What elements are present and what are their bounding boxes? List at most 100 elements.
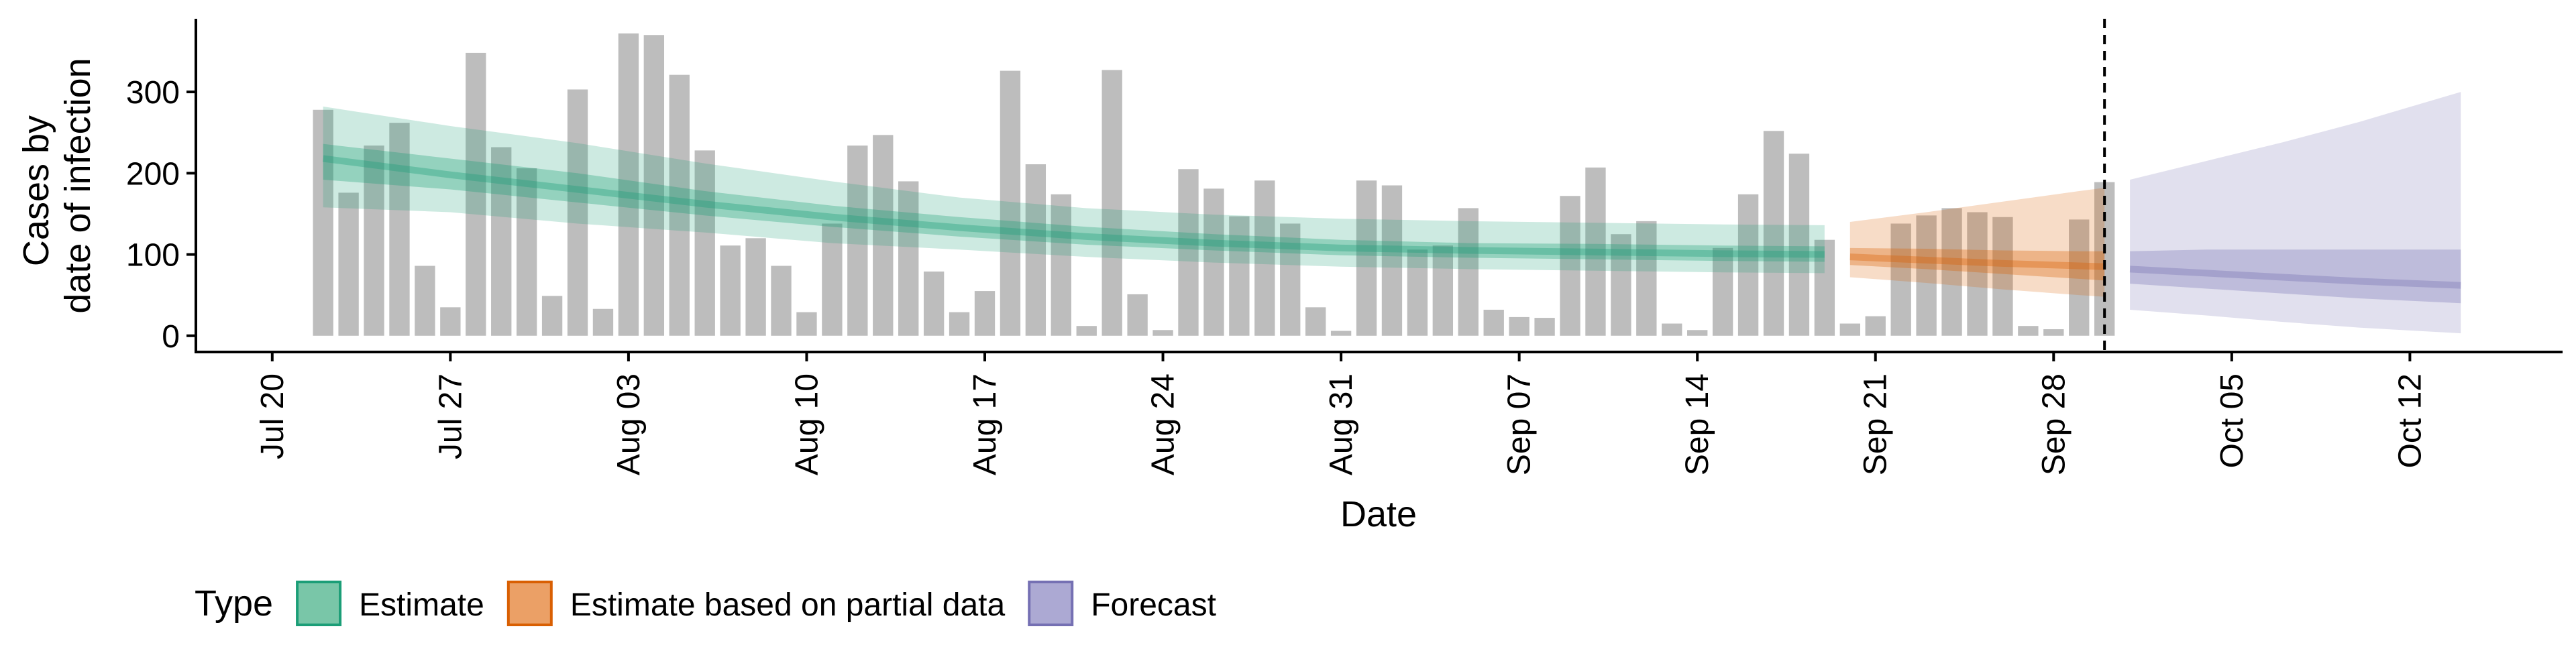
estimate-based-on-partial-data-band-90 (1849, 188, 2105, 297)
estimate-band-90 (323, 106, 1825, 274)
bar (2018, 326, 2039, 336)
y-ticks-layer: 0 100 200 300 (126, 75, 196, 355)
bar (2043, 329, 2064, 336)
bar (1458, 208, 1479, 336)
estimate-based-on-partial-data-band-50 (1849, 247, 2105, 281)
bar (491, 147, 512, 336)
bar (1560, 196, 1580, 336)
bars-layer (313, 33, 2115, 336)
bar (1051, 194, 1071, 336)
bar (1381, 185, 1403, 336)
bar (1178, 169, 1199, 336)
bar (1890, 223, 1911, 336)
axes-layer (195, 19, 2563, 353)
bar (898, 181, 919, 336)
bar (949, 312, 970, 336)
legend-label-estimate-based-on-partial-data: Estimate based on partial data (570, 587, 1006, 623)
bar (1407, 249, 1428, 336)
x-tick-label: Jul 27 (433, 373, 468, 459)
legend: Type Estimate Estimate based on partial d… (195, 581, 1216, 626)
bar (1662, 323, 1682, 336)
estimate-based-on-partial-data-median-line (1849, 253, 2105, 270)
x-tick-label: Sep 14 (1680, 373, 1715, 475)
bar (1254, 180, 1275, 336)
bar (440, 307, 461, 336)
bar (1152, 330, 1173, 336)
bar (592, 308, 614, 336)
bar (1865, 316, 1886, 336)
estimate-median-line (323, 155, 1825, 258)
bar (313, 109, 333, 336)
bar (847, 145, 868, 336)
bar (1967, 212, 1988, 336)
bar (1839, 323, 1860, 336)
bar (1025, 164, 1046, 336)
y-axis-title: Cases by date of infection (16, 58, 98, 313)
bar (1330, 331, 1352, 336)
bar (618, 33, 639, 336)
bar (1229, 216, 1250, 336)
bar (974, 291, 996, 336)
bar (516, 168, 537, 336)
bar (1763, 131, 1784, 336)
y-axis-title-line-2: date of infection (58, 58, 98, 313)
x-tick-label: Oct 05 (2214, 373, 2250, 468)
bar (2069, 219, 2090, 336)
y-tick-label: 0 (162, 319, 180, 355)
legend-key-forecast (1028, 581, 1074, 626)
bar (1280, 223, 1301, 336)
bar (1788, 154, 1810, 336)
x-tick-label: Aug 03 (611, 373, 647, 475)
y-tick-label: 200 (126, 156, 180, 192)
bar (771, 266, 792, 336)
bar (1076, 326, 1097, 336)
legend-label-forecast: Forecast (1091, 587, 1216, 623)
forecast-band-90 (2130, 92, 2461, 334)
bar (466, 52, 486, 336)
bar (567, 89, 588, 336)
bar (338, 192, 359, 336)
bar (1636, 221, 1657, 336)
bar (1585, 167, 1606, 336)
bar (1611, 234, 1631, 336)
legend-label-estimate: Estimate (359, 587, 484, 623)
bar (1737, 194, 1759, 336)
y-axis-title-line-1: Cases by (16, 115, 56, 266)
x-tick-label: Jul 20 (255, 373, 290, 459)
bar (1992, 217, 2013, 336)
bar (1814, 239, 1835, 336)
y-tick-label: 300 (126, 75, 180, 111)
bar (873, 135, 894, 336)
forecast-band-50 (2130, 249, 2461, 304)
legend-key-estimate-based-on-partial-data (506, 581, 553, 626)
legend-title: Type (195, 583, 273, 624)
bar (720, 245, 741, 336)
bar (1203, 188, 1224, 336)
bar (1127, 294, 1148, 336)
bar (694, 150, 715, 336)
bar (1432, 245, 1454, 336)
bar (415, 266, 435, 336)
bar (1356, 180, 1377, 336)
bar (1941, 208, 1962, 336)
bar (1916, 215, 1937, 336)
x-tick-label: Aug 17 (967, 373, 1003, 475)
forecast-median-line (2129, 266, 2461, 289)
bar (1000, 70, 1021, 336)
x-tick-label: Sep 21 (1858, 373, 1894, 475)
x-tick-label: Aug 10 (789, 373, 824, 475)
x-ticks-layer: Jul 20 Jul 27 Aug 03 Aug 10 Aug 17 Aug 24 Aug … (255, 352, 2428, 475)
bar (389, 123, 410, 336)
bar (923, 271, 945, 336)
bar (1102, 70, 1122, 336)
bar (1305, 307, 1326, 336)
bar (669, 74, 690, 336)
y-tick-label: 100 (126, 238, 180, 274)
bar (1509, 316, 1529, 336)
bar (643, 35, 665, 336)
x-tick-label: Sep 28 (2036, 373, 2072, 475)
bar (541, 296, 563, 336)
bar (796, 312, 817, 336)
x-axis-title: Date (1340, 494, 1417, 534)
